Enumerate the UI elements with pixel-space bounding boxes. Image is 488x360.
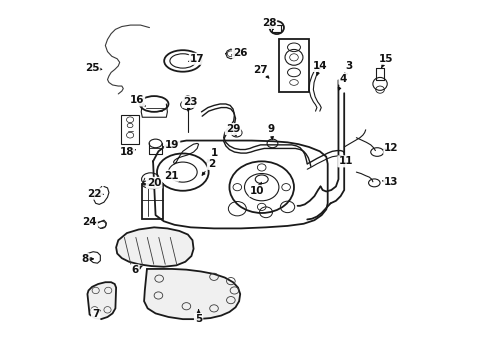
Polygon shape — [87, 282, 116, 319]
Text: 11: 11 — [338, 156, 352, 166]
Text: 4: 4 — [338, 74, 346, 90]
Text: 15: 15 — [378, 54, 393, 67]
Text: 26: 26 — [231, 48, 247, 58]
Text: 10: 10 — [249, 182, 264, 196]
Text: 21: 21 — [163, 171, 178, 181]
Bar — [121, 115, 139, 144]
Text: 28: 28 — [261, 18, 276, 29]
Text: 18: 18 — [120, 147, 135, 157]
Text: 24: 24 — [82, 217, 98, 227]
Bar — [142, 184, 163, 220]
Text: 1: 1 — [207, 148, 217, 162]
Text: 13: 13 — [382, 177, 398, 187]
Text: 25: 25 — [84, 63, 102, 73]
Polygon shape — [116, 227, 193, 267]
Text: 14: 14 — [313, 61, 327, 75]
Text: 22: 22 — [87, 189, 103, 199]
Text: 17: 17 — [188, 54, 204, 64]
Text: 9: 9 — [267, 124, 274, 139]
Text: 29: 29 — [225, 124, 240, 136]
Text: 7: 7 — [92, 310, 101, 319]
Text: 20: 20 — [146, 178, 161, 188]
Text: 8: 8 — [81, 254, 93, 264]
Text: 12: 12 — [382, 143, 398, 153]
Text: 3: 3 — [344, 61, 352, 76]
Polygon shape — [144, 269, 240, 319]
Bar — [278, 40, 308, 93]
Text: 16: 16 — [129, 95, 145, 106]
Text: 2: 2 — [202, 159, 215, 175]
Text: 27: 27 — [253, 64, 268, 78]
Text: 19: 19 — [163, 140, 179, 150]
Text: 23: 23 — [183, 97, 197, 111]
Text: 6: 6 — [131, 265, 142, 275]
Text: 5: 5 — [195, 310, 202, 324]
